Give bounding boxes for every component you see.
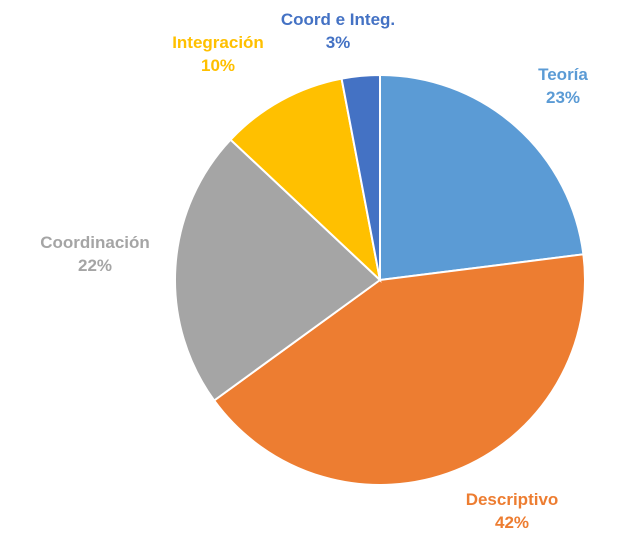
slice-label-coordinacion: Coordinación [40, 233, 150, 252]
slice-value-teoria: 23% [546, 88, 580, 107]
slice-value-coordinacion: 22% [78, 256, 112, 275]
slice-value-descriptivo: 42% [495, 513, 529, 532]
pie-slice-coordinacion [174, 138, 382, 402]
slice-label-coord-e-integ: Coord e Integ. [281, 10, 395, 29]
pie-slice-descriptivo [212, 253, 586, 486]
pie-slice-integracion [229, 77, 382, 283]
slice-label-descriptivo: Descriptivo [466, 490, 559, 509]
labels-layer: Teoría 23% Descriptivo 42% Coordinación 22% In… [40, 10, 588, 532]
slice-label-teoria: Teoría [538, 65, 588, 84]
slice-label-integracion: Integración [172, 33, 264, 52]
pie-slice-coord-e-integ [340, 73, 381, 281]
slice-value-integracion: 10% [201, 56, 235, 75]
slices-layer [174, 73, 586, 486]
slice-value-coord-e-integ: 3% [326, 33, 351, 52]
pie-slice-teoria [379, 73, 585, 282]
